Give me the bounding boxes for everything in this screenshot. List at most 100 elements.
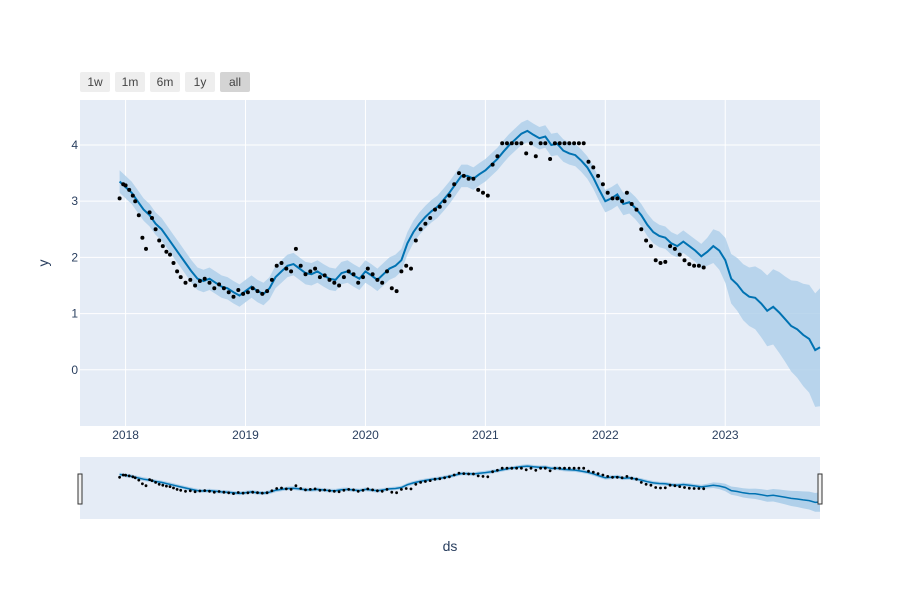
actual-point xyxy=(634,207,639,212)
actual-point xyxy=(490,162,495,167)
slider-point xyxy=(371,488,374,492)
slider-point xyxy=(663,486,667,490)
actual-point xyxy=(457,171,461,176)
actual-point xyxy=(231,294,236,299)
slider-point xyxy=(510,466,514,470)
actual-point xyxy=(356,280,361,285)
slider-handle-left[interactable] xyxy=(77,473,83,505)
y-tick-label: 3 xyxy=(71,194,78,208)
slider-point xyxy=(193,490,197,494)
actual-point xyxy=(524,151,529,156)
slider-point xyxy=(172,486,175,490)
range-slider-preview xyxy=(118,464,821,512)
slider-point xyxy=(356,489,360,493)
slider-point xyxy=(567,466,571,470)
actual-point xyxy=(552,141,557,146)
slider-point xyxy=(553,466,557,470)
slider-point xyxy=(424,480,427,483)
slider-point xyxy=(596,472,600,475)
slider-point xyxy=(419,481,422,484)
actual-point xyxy=(572,141,577,146)
actual-point xyxy=(293,246,298,251)
actual-point xyxy=(692,263,697,268)
actual-point xyxy=(226,290,231,295)
actual-point xyxy=(117,196,122,201)
actual-point xyxy=(308,269,313,274)
slider-point xyxy=(400,488,403,491)
slider-point xyxy=(154,481,158,484)
slider-point xyxy=(515,466,518,470)
slider-point xyxy=(659,486,662,490)
slider-point xyxy=(452,473,456,477)
slider-point xyxy=(366,487,370,491)
actual-point xyxy=(153,227,158,232)
actual-point xyxy=(265,289,270,294)
x-tick-label: 2019 xyxy=(232,428,259,442)
slider-point xyxy=(625,475,629,478)
slider-point xyxy=(385,488,389,491)
range-button-6m[interactable]: 6m xyxy=(150,72,180,92)
slider-point xyxy=(395,491,398,495)
actual-point xyxy=(123,183,128,188)
slider-point xyxy=(157,482,161,486)
slider-point xyxy=(179,488,183,492)
actual-point xyxy=(298,263,303,268)
actual-point xyxy=(538,141,543,146)
slider-point xyxy=(148,478,152,481)
slider-point xyxy=(337,490,341,494)
range-button-label: 1y xyxy=(194,75,207,89)
x-axis-title: ds xyxy=(443,538,458,554)
slider-handle-right[interactable] xyxy=(817,473,823,505)
slider-point xyxy=(323,488,327,492)
actual-point xyxy=(543,141,548,146)
slider-point xyxy=(611,475,614,479)
actual-point xyxy=(289,269,294,274)
slider-point xyxy=(496,468,499,472)
actual-point xyxy=(452,182,457,187)
actual-point xyxy=(207,280,212,285)
slider-point xyxy=(539,466,542,470)
range-slider-handles[interactable] xyxy=(77,473,823,505)
actual-point xyxy=(365,266,370,271)
range-button-bg xyxy=(115,72,145,92)
actual-point xyxy=(576,141,581,146)
slider-point xyxy=(208,489,211,493)
slider-line xyxy=(119,465,821,504)
slider-point xyxy=(654,486,658,489)
actual-point xyxy=(168,252,172,257)
actual-points xyxy=(117,141,706,299)
slider-point xyxy=(520,466,523,470)
slider-point xyxy=(673,484,677,488)
range-button-all[interactable]: all xyxy=(220,72,250,92)
range-button-1m[interactable]: 1m xyxy=(115,72,145,92)
slider-point xyxy=(121,473,125,477)
slider-point xyxy=(184,489,187,493)
slider-point xyxy=(668,483,672,487)
actual-point xyxy=(197,279,202,283)
slider-point xyxy=(620,476,624,480)
range-button-label: 1m xyxy=(122,75,139,89)
actual-point xyxy=(639,227,644,232)
slider-point xyxy=(137,478,141,482)
slider-point xyxy=(361,488,365,492)
actual-point xyxy=(171,261,176,265)
slider-point xyxy=(472,472,475,476)
range-button-1y[interactable]: 1y xyxy=(185,72,215,92)
actual-point xyxy=(193,283,198,288)
actual-point xyxy=(600,182,605,187)
slider-point xyxy=(299,487,303,490)
actual-point xyxy=(668,244,673,249)
actual-point xyxy=(423,221,428,226)
actual-point xyxy=(351,272,356,277)
slider-point xyxy=(500,466,504,470)
slider-point xyxy=(491,470,494,474)
slider-point xyxy=(131,475,135,479)
slider-point xyxy=(203,489,207,492)
actual-point xyxy=(442,199,447,204)
actual-point xyxy=(327,277,332,282)
actual-point xyxy=(332,280,337,285)
slider-point xyxy=(236,491,240,494)
range-button-1w[interactable]: 1w xyxy=(80,72,110,92)
actual-point xyxy=(370,272,375,277)
actual-point xyxy=(322,273,327,278)
